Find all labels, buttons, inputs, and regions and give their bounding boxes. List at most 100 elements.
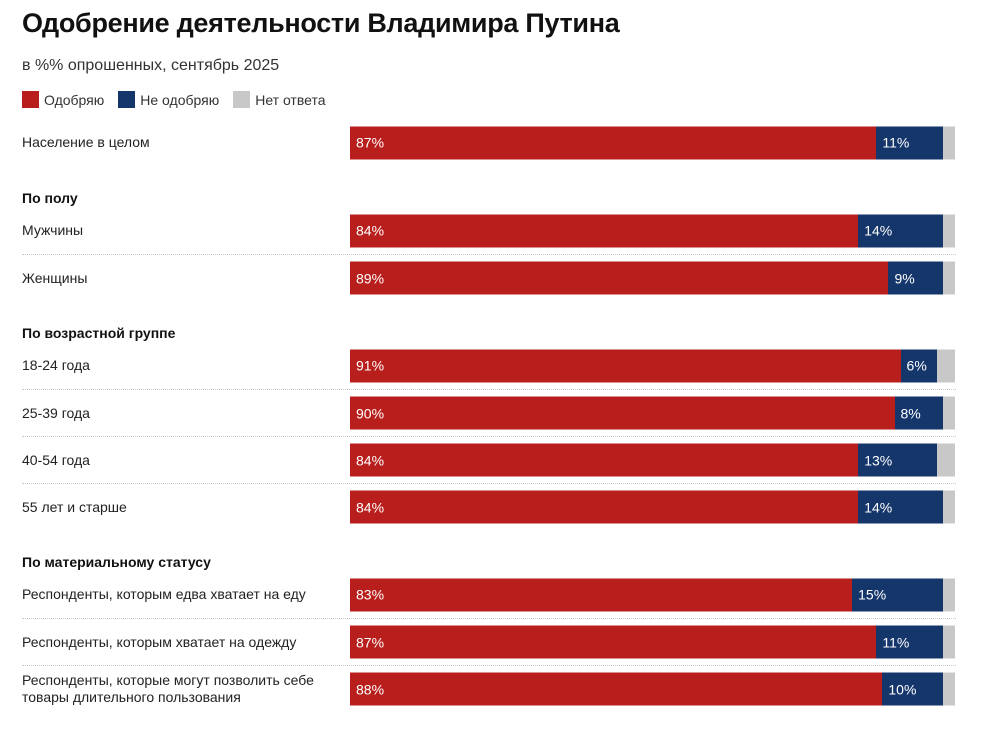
- row-label: 55 лет и старше: [22, 498, 127, 515]
- row-label: Респонденты, которым хватает на одежду: [22, 633, 297, 650]
- row-label: Женщины: [22, 269, 88, 286]
- bar-segment-approve: 87%: [350, 126, 877, 159]
- group-heading: По полу: [22, 166, 956, 207]
- legend-item-no-answer: Нет ответа: [233, 91, 326, 108]
- chart-title: Одобрение деятельности Владимира Путина: [22, 8, 620, 38]
- chart-row: Респонденты, которым хватает на одежду 87…: [22, 618, 956, 665]
- data-label: 84%: [356, 499, 385, 515]
- bar-segment-approve: 87%: [350, 625, 877, 659]
- bar-segment-approve: 84%: [350, 490, 859, 524]
- chart-row: Женщины 89% 9%: [22, 254, 956, 301]
- row-label: Респонденты, которые могут позволить себ…: [22, 672, 314, 705]
- bar-segment-no-answer: [942, 625, 955, 659]
- data-label: 90%: [356, 405, 385, 421]
- legend-item-disapprove: Не одобряю: [118, 91, 219, 108]
- row-label: Мужчины: [22, 222, 84, 238]
- bar-segment-approve: 84%: [350, 443, 859, 477]
- data-label: 91%: [356, 357, 385, 374]
- row-label: 25-39 года: [22, 404, 90, 421]
- bar-segment-no-answer: [942, 578, 955, 611]
- bar-segment-disapprove: 10%: [882, 672, 943, 706]
- bar-chart: Население в целом 87% 11% По полу Мужчины 84%…: [22, 119, 956, 712]
- stacked-bar: 84% 14%: [350, 490, 955, 524]
- stacked-bar: 87% 11%: [350, 625, 955, 659]
- data-label: 9%: [894, 270, 915, 286]
- legend-swatch: [233, 91, 251, 108]
- data-label: 87%: [356, 134, 385, 151]
- bar-segment-no-answer: [942, 126, 955, 159]
- chart-row: 40-54 года 84% 13%: [22, 436, 956, 483]
- row-label: Респонденты, которым едва хватает на еду: [22, 586, 306, 602]
- stacked-bar: 84% 13%: [350, 443, 955, 477]
- chart-row: 18-24 года 91% 6%: [22, 342, 956, 389]
- bar-segment-disapprove: 11%: [876, 126, 943, 159]
- data-label: 14%: [864, 499, 893, 515]
- data-label: 89%: [356, 270, 385, 286]
- bar-segment-disapprove: 8%: [894, 396, 943, 430]
- stacked-bar: 87% 11%: [350, 126, 955, 159]
- group-heading: По материальному статусу: [22, 530, 956, 571]
- row-label: 40-54 года: [22, 451, 90, 468]
- data-label: 14%: [864, 222, 893, 239]
- chart-row: Население в целом 87% 11%: [22, 119, 956, 166]
- stacked-bar: 89% 9%: [350, 261, 955, 295]
- legend-swatch: [22, 91, 39, 108]
- row-label: Население в целом: [22, 134, 150, 150]
- legend-swatch: [118, 91, 136, 108]
- group-heading-text: По возрастной группе: [22, 325, 176, 341]
- bar-segment-disapprove: 6%: [900, 349, 937, 382]
- row-label: 18-24 года: [22, 357, 90, 373]
- bar-segment-disapprove: 14%: [858, 490, 943, 524]
- bar-segment-disapprove: 13%: [858, 443, 937, 477]
- legend-item-approve: Одобряю: [22, 91, 104, 108]
- legend-label: Не одобряю: [140, 91, 220, 108]
- legend-label: Одобряю: [44, 91, 105, 108]
- bar-segment-no-answer: [942, 214, 955, 247]
- data-label: 13%: [864, 452, 893, 468]
- chart-row: 55 лет и старше 84% 14%: [22, 483, 956, 530]
- group-heading-text: По материальному статусу: [22, 554, 211, 570]
- chart-row: Респонденты, которым едва хватает на еду…: [22, 571, 956, 618]
- legend-label: Нет ответа: [255, 91, 326, 108]
- bar-segment-disapprove: 14%: [858, 214, 943, 247]
- stacked-bar: 90% 8%: [350, 396, 955, 430]
- bar-segment-disapprove: 9%: [888, 261, 943, 295]
- data-label: 10%: [888, 681, 917, 697]
- chart-subtitle: в %% опрошенных, сентябрь 2025: [22, 57, 280, 74]
- stacked-bar: 83% 15%: [350, 578, 955, 611]
- legend: Одобряю Не одобряю Нет ответа: [22, 91, 326, 108]
- bar-segment-approve: 90%: [350, 396, 895, 430]
- data-label: 87%: [356, 634, 385, 650]
- bar-segment-no-answer: [942, 261, 955, 295]
- stacked-bar: 91% 6%: [350, 349, 955, 382]
- chart-row: 25-39 года 90% 8%: [22, 389, 956, 436]
- bar-segment-no-answer: [942, 396, 955, 430]
- bar-segment-approve: 91%: [350, 349, 901, 382]
- chart-row: Мужчины 84% 14%: [22, 207, 956, 254]
- bar-segment-no-answer: [942, 490, 955, 524]
- bar-segment-approve: 88%: [350, 672, 883, 706]
- bar-segment-approve: 84%: [350, 214, 859, 247]
- bar-segment-no-answer: [942, 672, 955, 706]
- data-label: 15%: [858, 586, 887, 603]
- bar-segment-no-answer: [936, 443, 955, 477]
- stacked-bar: 88% 10%: [350, 672, 955, 706]
- bar-segment-no-answer: [936, 349, 955, 382]
- data-label: 84%: [356, 452, 385, 468]
- data-label: 11%: [882, 634, 910, 650]
- bar-segment-approve: 83%: [350, 578, 853, 611]
- data-label: 8%: [900, 405, 921, 421]
- bar-segment-approve: 89%: [350, 261, 889, 295]
- group-heading: По возрастной группе: [22, 301, 956, 342]
- data-label: 88%: [356, 681, 385, 697]
- data-label: 6%: [906, 357, 927, 374]
- data-label: 11%: [882, 134, 910, 151]
- bar-segment-disapprove: 11%: [876, 625, 943, 659]
- data-label: 84%: [356, 222, 385, 239]
- stacked-bar: 84% 14%: [350, 214, 955, 247]
- data-label: 83%: [356, 586, 385, 603]
- chart-row: Респонденты, которые могут позволить себ…: [22, 665, 956, 712]
- bar-segment-disapprove: 15%: [852, 578, 943, 611]
- group-heading-text: По полу: [22, 190, 78, 206]
